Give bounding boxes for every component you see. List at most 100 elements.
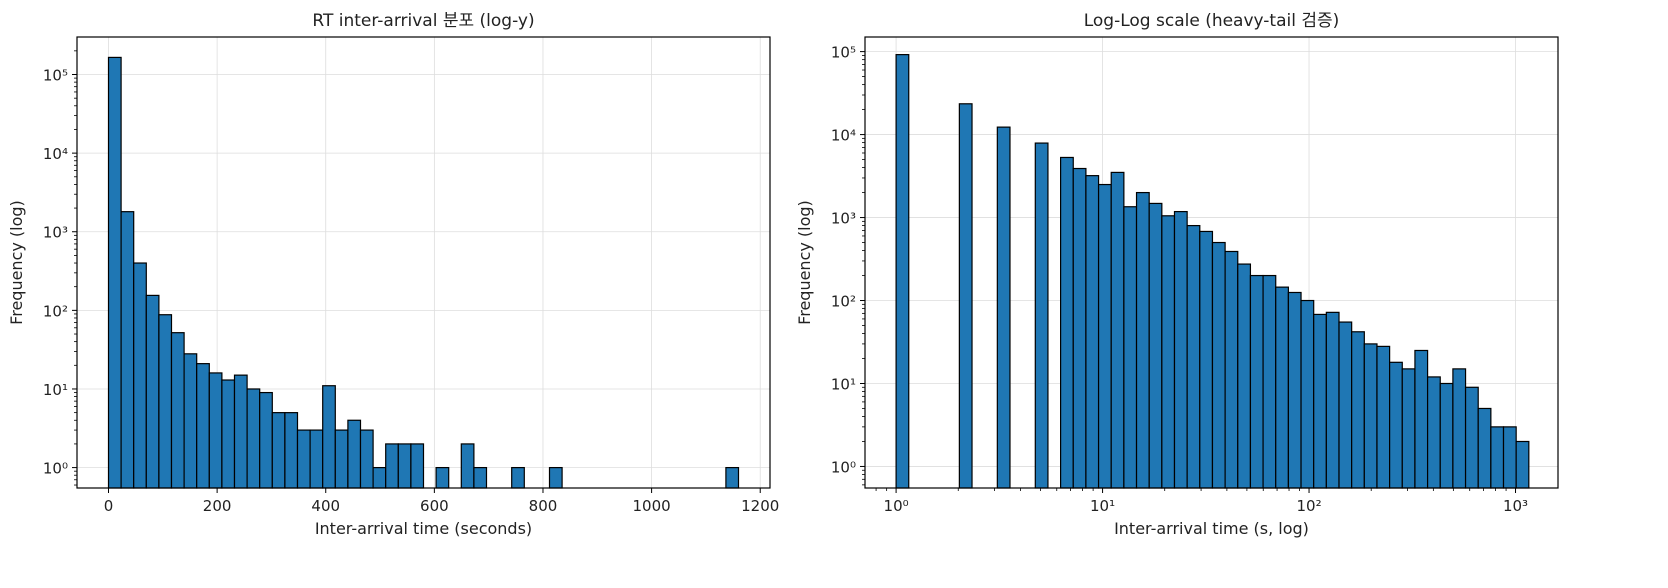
histogram-bar	[1287, 291, 1302, 489]
histogram-bar	[1439, 382, 1454, 489]
histogram-bar	[1338, 321, 1353, 489]
y-tick-label: 10³	[831, 210, 856, 228]
histogram-bar	[145, 294, 160, 489]
histogram-bar	[1034, 142, 1049, 489]
histogram-bar	[1389, 361, 1403, 489]
histogram-bar	[1072, 167, 1087, 489]
x-tick-label: 10⁰	[884, 497, 909, 515]
y-tick-label: 10⁴	[43, 145, 68, 163]
x-tick-label: 0	[104, 497, 114, 515]
histogram-bar	[1502, 426, 1517, 489]
histogram-bar	[548, 466, 563, 489]
y-tick-label: 10¹	[831, 375, 856, 393]
chart-title: RT inter-arrival 분포 (log-y)	[312, 11, 534, 31]
histogram-bar	[133, 262, 147, 489]
x-tick-label: 1200	[741, 497, 779, 515]
histogram-bar	[359, 429, 374, 489]
histogram-bar	[372, 466, 387, 489]
histogram-bar	[1237, 263, 1252, 489]
histogram-bar	[1351, 331, 1365, 489]
histogram-bar	[1110, 171, 1125, 489]
histogram-bar	[1515, 440, 1530, 489]
histogram-bar	[1249, 274, 1264, 489]
y-axis-label: Frequency (log)	[795, 200, 814, 325]
histogram-bar	[996, 126, 1011, 489]
histogram-bar	[221, 379, 236, 489]
histogram-bar	[246, 388, 261, 489]
histogram-bar	[233, 374, 248, 489]
histogram-bar	[1199, 230, 1214, 489]
histogram-bar	[1414, 349, 1429, 489]
histogram-bar	[309, 429, 324, 489]
histogram-bar	[1097, 183, 1112, 489]
y-tick-label: 10²	[43, 302, 68, 320]
histogram-bar	[1477, 407, 1492, 489]
y-tick-label: 10⁰	[831, 458, 856, 476]
x-tick-label: 600	[420, 497, 449, 515]
x-tick-label: 200	[203, 497, 232, 515]
histogram-bar	[347, 419, 362, 489]
histogram-bar	[385, 443, 399, 489]
y-axis-label: Frequency (log)	[7, 200, 26, 325]
histogram-bar	[170, 332, 185, 489]
histogram-bar	[1135, 191, 1150, 489]
histogram-bar	[196, 363, 210, 489]
histogram-bar	[1300, 299, 1315, 489]
histogram-bar	[410, 443, 425, 489]
histogram-bar	[1401, 368, 1416, 489]
histogram-bar	[511, 466, 525, 489]
histogram-bar	[1085, 175, 1100, 489]
histogram-bar	[1224, 250, 1239, 489]
y-tick-label: 10⁵	[831, 44, 856, 62]
histogram-bar	[1464, 386, 1479, 489]
histogram-bar	[1060, 156, 1074, 489]
histogram-bar	[1275, 286, 1289, 489]
histogram-bar	[1161, 215, 1176, 489]
axes-frame	[76, 36, 771, 489]
histogram-bar	[1426, 376, 1441, 489]
histogram-bar	[473, 466, 488, 489]
chart-panel-1: 0 200 400 600 800 1000 1200 10⁰ 10¹ 10² 10³ 10⁴ 10⁵ R…	[7, 11, 779, 538]
histogram-bar	[271, 412, 286, 489]
y-tick-label: 10⁵	[43, 67, 68, 85]
histogram-bar	[120, 211, 135, 489]
histogram-bar	[208, 372, 223, 489]
histogram-bar	[259, 391, 273, 489]
histogram-bar	[322, 385, 336, 489]
histogram-bar	[1148, 202, 1163, 489]
axes-frame	[864, 36, 1559, 489]
x-tick-label: 1000	[633, 497, 671, 515]
x-tick-label: 800	[529, 497, 558, 515]
histogram-bar	[107, 56, 122, 489]
histogram-bar	[1325, 311, 1340, 489]
x-tick-label: 10¹	[1090, 497, 1115, 515]
histogram-bar	[1376, 345, 1391, 489]
histogram-bar	[158, 314, 173, 489]
y-tick-label: 10⁰	[43, 460, 68, 478]
x-tick-label: 10²	[1296, 497, 1321, 515]
histogram-bar	[397, 443, 412, 489]
histogram-bar	[1211, 241, 1226, 489]
histogram-bar	[435, 466, 450, 489]
histogram-bar	[284, 412, 299, 489]
y-tick-label: 10²	[831, 293, 856, 311]
histogram-bar	[460, 443, 475, 489]
histogram-bar	[958, 103, 973, 489]
histogram-bar	[1452, 368, 1467, 489]
y-tick-label: 10¹	[43, 381, 68, 399]
histogram-bar	[296, 429, 311, 489]
chart-panel-2: 10⁰ 10¹ 10² 10³ 10⁰ 10¹ 10² 10³ 10⁴ 10⁵ Log-Log sc…	[795, 11, 1559, 538]
x-axis-label: Inter-arrival time (seconds)	[315, 519, 532, 538]
histogram-bar	[334, 429, 349, 489]
histogram-bar	[1173, 210, 1188, 489]
x-tick-label: 10³	[1503, 497, 1528, 515]
histogram-bar	[1123, 206, 1138, 489]
histogram-bar	[183, 353, 198, 489]
histogram-bar	[1313, 313, 1327, 489]
y-tick-label: 10⁴	[831, 127, 856, 145]
histogram-bar	[1363, 343, 1378, 489]
x-tick-label: 400	[311, 497, 340, 515]
histogram-bar	[895, 54, 910, 489]
histogram-bar	[1262, 274, 1277, 489]
